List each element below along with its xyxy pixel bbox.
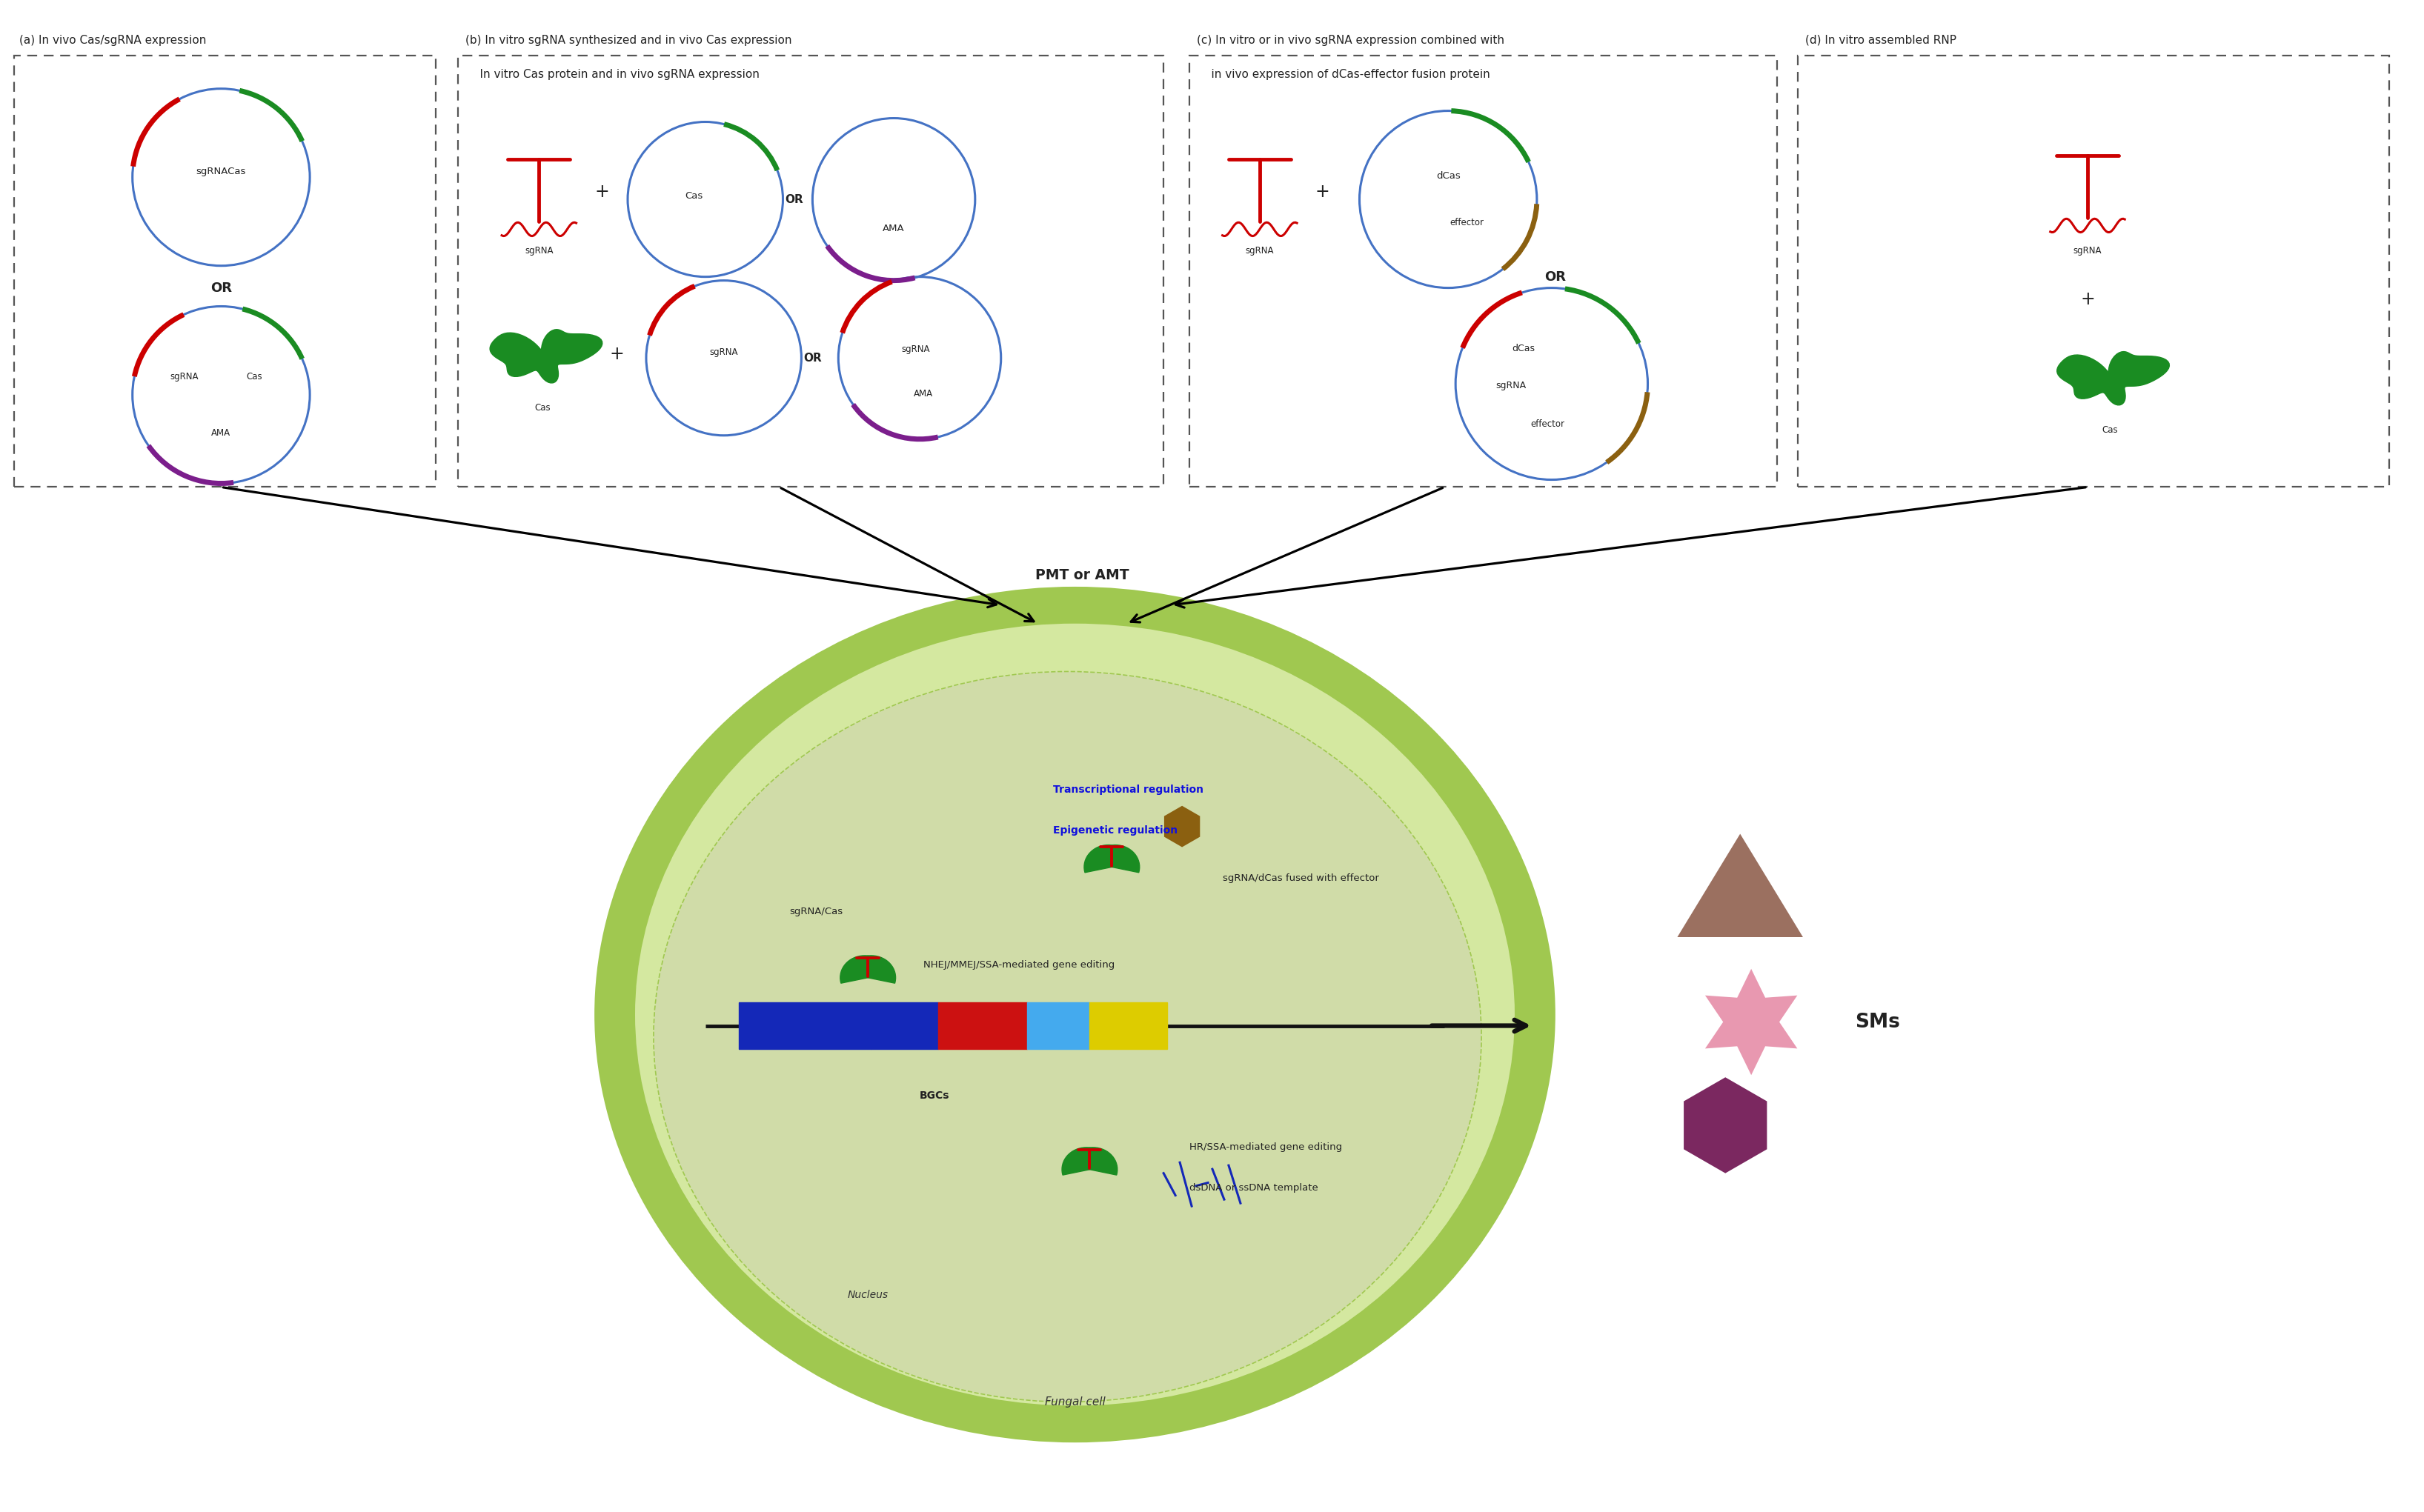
Text: NHEJ/MMEJ/SSA-mediated gene editing: NHEJ/MMEJ/SSA-mediated gene editing [924,960,1115,971]
Text: AMA: AMA [882,224,904,234]
Polygon shape [1062,1148,1110,1175]
Text: Cas: Cas [536,404,550,413]
Text: +: + [1316,183,1331,201]
Text: OR: OR [1544,271,1566,283]
Text: PMT or AMT: PMT or AMT [1035,569,1130,582]
Bar [873,1002,938,1049]
Text: sgRNACas: sgRNACas [196,166,247,175]
Text: dsDNA or ssDNA template: dsDNA or ssDNA template [1190,1184,1319,1193]
Text: +: + [608,345,623,363]
Text: sgRNA: sgRNA [710,348,737,357]
Text: sgRNA: sgRNA [2073,246,2102,256]
Text: dCas: dCas [1435,171,1459,180]
Text: (a) In vivo Cas/sgRNA expression: (a) In vivo Cas/sgRNA expression [19,35,206,45]
Text: OR: OR [211,281,233,295]
Text: SMs: SMs [1854,1013,1900,1031]
Bar [1091,1002,1168,1049]
Text: AMA: AMA [211,428,230,438]
Text: sgRNA: sgRNA [524,246,553,256]
Text: sgRNA: sgRNA [1496,381,1527,390]
Text: AMA: AMA [914,389,933,398]
Text: dCas: dCas [1513,343,1534,354]
Polygon shape [1069,1148,1117,1175]
Bar [739,1002,873,1049]
Text: (d) In vitro assembled RNP: (d) In vitro assembled RNP [1806,35,1956,45]
Text: OR: OR [785,194,802,206]
Text: Cas: Cas [247,372,262,381]
Polygon shape [1685,1078,1767,1173]
Text: HR/SSA-mediated gene editing: HR/SSA-mediated gene editing [1190,1143,1343,1152]
Polygon shape [848,956,894,983]
Ellipse shape [594,587,1556,1442]
Text: sgRNA: sgRNA [1246,246,1275,256]
Text: (b) In vitro sgRNA synthesized and in vivo Cas expression: (b) In vitro sgRNA synthesized and in vi… [465,35,793,45]
Text: effector: effector [1450,218,1483,228]
Ellipse shape [654,671,1481,1402]
Text: sgRNA/dCas fused with effector: sgRNA/dCas fused with effector [1222,874,1379,883]
Text: (c) In vitro or in vivo sgRNA expression combined with: (c) In vitro or in vivo sgRNA expression… [1197,35,1505,45]
Text: sgRNA/Cas: sgRNA/Cas [790,907,844,916]
Polygon shape [1164,806,1200,847]
Text: +: + [2080,290,2094,308]
Polygon shape [1677,833,1803,937]
Polygon shape [1091,845,1139,872]
Text: In vitro Cas protein and in vivo sgRNA expression: In vitro Cas protein and in vivo sgRNA e… [465,68,759,80]
Text: +: + [594,183,608,201]
Polygon shape [841,956,887,983]
Text: Cas: Cas [2102,425,2119,435]
Text: OR: OR [802,352,822,363]
Text: Fungal cell: Fungal cell [1045,1397,1105,1408]
Polygon shape [490,330,601,383]
Text: sgRNA: sgRNA [170,372,199,381]
Polygon shape [1704,969,1796,1075]
Text: sgRNA: sgRNA [902,345,931,354]
Text: Epigenetic regulation: Epigenetic regulation [1052,826,1178,835]
Polygon shape [2058,352,2169,405]
Bar [938,1002,1028,1049]
Polygon shape [1084,845,1132,872]
Text: effector: effector [1532,419,1566,429]
Ellipse shape [635,623,1515,1406]
Text: in vivo expression of dCas-effector fusion protein: in vivo expression of dCas-effector fusi… [1197,68,1491,80]
Bar [1028,1002,1091,1049]
Text: Transcriptional regulation: Transcriptional regulation [1052,785,1202,795]
Text: Nucleus: Nucleus [848,1290,887,1300]
Text: BGCs: BGCs [919,1090,950,1101]
Text: Cas: Cas [686,191,703,201]
